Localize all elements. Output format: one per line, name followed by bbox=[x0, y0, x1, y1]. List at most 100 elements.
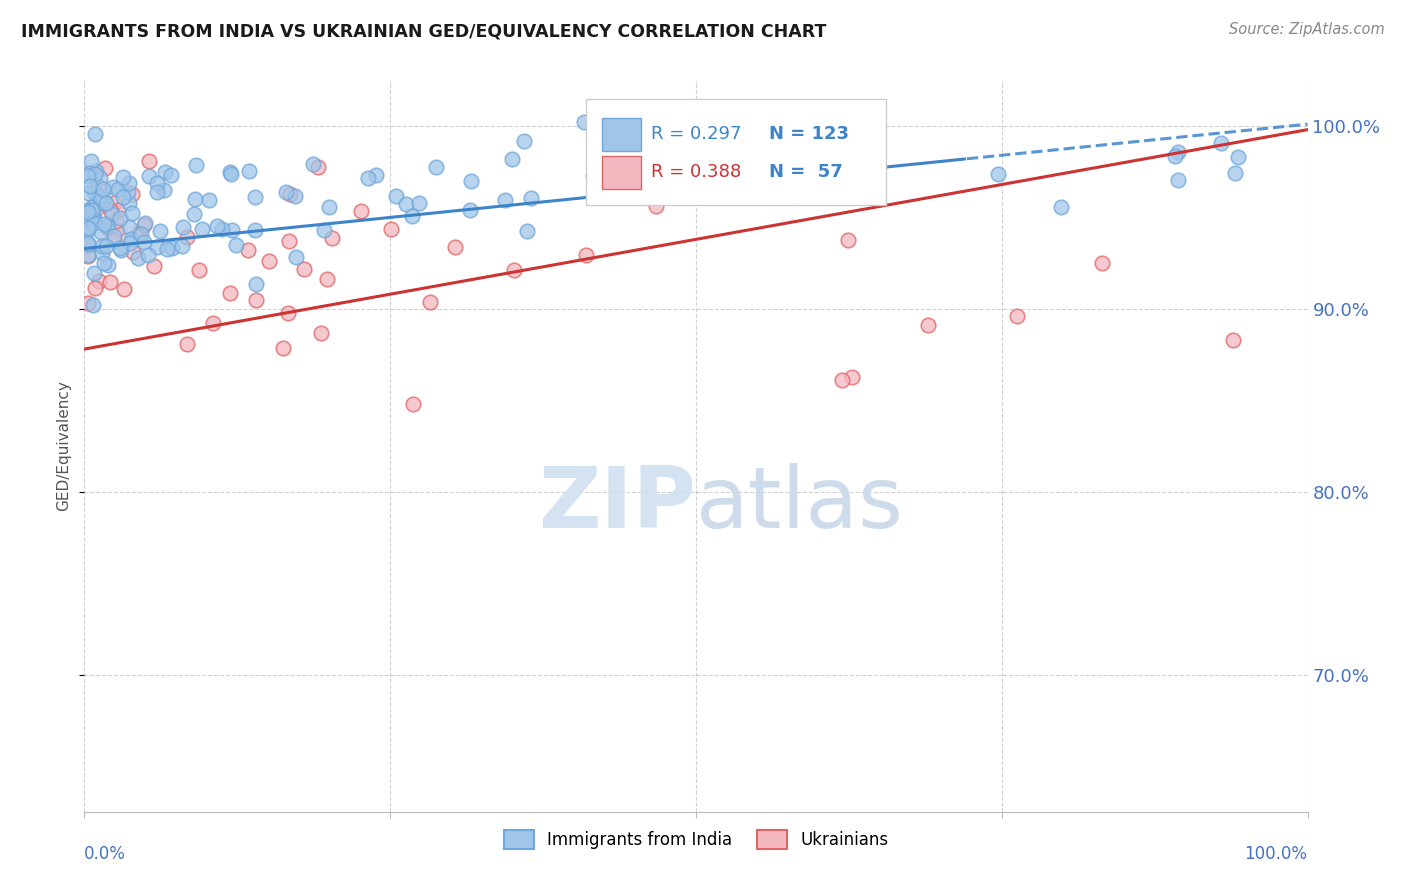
Point bbox=[107, 223, 129, 237]
Legend: Immigrants from India, Ukrainians: Immigrants from India, Ukrainians bbox=[496, 823, 896, 856]
Point bbox=[278, 186, 301, 201]
Point bbox=[118, 176, 141, 190]
Point bbox=[108, 211, 131, 225]
Point bbox=[156, 242, 179, 256]
Point bbox=[160, 242, 183, 256]
Text: Source: ZipAtlas.com: Source: ZipAtlas.com bbox=[1229, 22, 1385, 37]
Point bbox=[444, 240, 467, 254]
Point bbox=[408, 196, 430, 211]
Text: atlas: atlas bbox=[696, 463, 904, 546]
Point bbox=[91, 239, 114, 253]
Point bbox=[110, 241, 132, 255]
Point bbox=[105, 214, 128, 228]
Text: R = 0.388: R = 0.388 bbox=[651, 163, 741, 181]
Point bbox=[592, 163, 614, 178]
Point bbox=[79, 167, 101, 181]
FancyBboxPatch shape bbox=[602, 118, 641, 152]
Point bbox=[98, 222, 121, 236]
FancyBboxPatch shape bbox=[586, 99, 886, 204]
Point bbox=[841, 369, 863, 384]
Point bbox=[82, 199, 104, 213]
Point bbox=[117, 185, 139, 199]
Point bbox=[219, 285, 242, 300]
Point bbox=[183, 192, 205, 206]
Point bbox=[1050, 200, 1073, 214]
Point bbox=[188, 263, 211, 277]
Point bbox=[94, 196, 117, 211]
Point bbox=[112, 190, 135, 204]
Point bbox=[1225, 165, 1247, 179]
Point bbox=[1226, 150, 1249, 164]
Point bbox=[129, 227, 152, 241]
Point bbox=[80, 211, 103, 225]
Point bbox=[221, 222, 243, 236]
Point bbox=[77, 220, 100, 235]
Point bbox=[91, 245, 114, 260]
Point bbox=[138, 169, 160, 183]
Point bbox=[176, 337, 198, 351]
Point bbox=[84, 202, 107, 216]
Point bbox=[245, 277, 267, 291]
Point bbox=[93, 255, 115, 269]
Point bbox=[292, 261, 315, 276]
Point bbox=[89, 171, 111, 186]
Point bbox=[83, 216, 105, 230]
Point bbox=[307, 160, 329, 174]
Point bbox=[318, 200, 340, 214]
Point bbox=[118, 195, 141, 210]
Point bbox=[172, 219, 194, 234]
Point bbox=[321, 230, 343, 244]
Point bbox=[575, 248, 598, 262]
Point bbox=[236, 243, 259, 257]
Point bbox=[572, 115, 595, 129]
Point bbox=[83, 211, 105, 225]
Point bbox=[458, 203, 481, 218]
Point bbox=[134, 235, 156, 249]
Point bbox=[401, 209, 423, 223]
Point bbox=[103, 233, 125, 247]
Point bbox=[77, 186, 100, 201]
Point bbox=[107, 182, 129, 196]
Point bbox=[122, 244, 145, 259]
Point bbox=[107, 203, 129, 218]
Point bbox=[987, 167, 1010, 181]
Point bbox=[314, 222, 336, 236]
Point bbox=[87, 189, 110, 203]
Point bbox=[98, 275, 121, 289]
Point bbox=[77, 221, 100, 235]
Point bbox=[89, 190, 111, 204]
Point bbox=[84, 199, 107, 213]
Point bbox=[201, 316, 224, 330]
Point bbox=[103, 229, 125, 244]
Point bbox=[91, 181, 114, 195]
Point bbox=[176, 230, 198, 244]
Point bbox=[425, 160, 447, 174]
Point bbox=[284, 189, 307, 203]
Point bbox=[513, 134, 536, 148]
Point bbox=[191, 222, 214, 236]
Text: N = 123: N = 123 bbox=[769, 126, 849, 144]
Point bbox=[80, 154, 103, 169]
Text: 100.0%: 100.0% bbox=[1244, 845, 1308, 863]
Point bbox=[84, 164, 107, 178]
Point bbox=[243, 190, 266, 204]
Point bbox=[152, 182, 174, 196]
Point bbox=[77, 223, 100, 237]
Point bbox=[285, 251, 308, 265]
Text: N =  57: N = 57 bbox=[769, 163, 844, 181]
Point bbox=[515, 224, 537, 238]
Point bbox=[257, 254, 280, 268]
Point bbox=[94, 239, 117, 253]
Point bbox=[149, 224, 172, 238]
Point bbox=[90, 225, 112, 239]
Point bbox=[134, 216, 156, 230]
Point bbox=[1167, 173, 1189, 187]
Point bbox=[1222, 333, 1244, 347]
Point bbox=[277, 306, 299, 320]
FancyBboxPatch shape bbox=[602, 155, 641, 189]
Point bbox=[77, 295, 100, 310]
Point bbox=[111, 170, 134, 185]
Text: R = 0.297: R = 0.297 bbox=[651, 126, 741, 144]
Point bbox=[77, 249, 100, 263]
Point bbox=[83, 266, 105, 280]
